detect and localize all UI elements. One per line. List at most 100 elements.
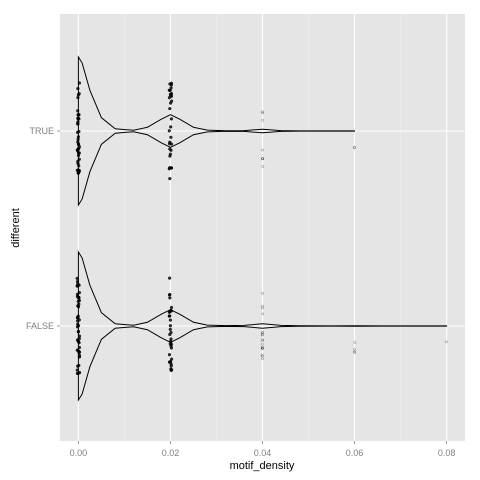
data-point [77,290,82,295]
data-point [261,338,264,342]
data-point [169,135,173,139]
data-point [260,346,264,350]
data-point [260,353,264,357]
data-point [167,293,172,297]
data-point [261,347,264,350]
data-point [167,353,172,357]
data-point [76,171,80,175]
data-point [169,337,173,341]
data-point [77,334,82,338]
data-point [75,371,80,376]
data-point [76,168,80,172]
x-axis-title: motif_density [230,460,295,472]
data-point [77,302,81,306]
data-point [169,83,174,87]
data-point [168,324,173,328]
data-point [261,304,264,308]
data-point [261,148,264,152]
data-point [75,292,80,297]
data-point [77,129,81,134]
data-point [77,363,81,368]
x-tick-label: 0.04 [254,448,272,458]
data-point [77,345,82,350]
data-point [261,333,264,336]
data-point [76,113,80,117]
data-point [261,110,264,114]
data-point [169,86,173,90]
data-point [76,86,80,91]
data-point [169,305,174,310]
violin-outline-lower [77,130,355,207]
data-point [75,325,80,329]
data-point [353,347,356,351]
data-point [167,314,171,318]
data-point [353,146,356,150]
data-point [76,116,80,120]
data-point [168,101,173,105]
y-axis-title: different [10,208,22,248]
data-point [169,117,174,121]
data-point [77,298,82,303]
data-point [77,164,81,168]
x-tick-label: 0.06 [346,448,364,458]
y-axis-ticks: TRUE FALSE [26,126,60,331]
data-point [261,357,264,361]
data-point [77,145,82,149]
data-point [167,167,171,171]
data-point [168,176,172,181]
data-point [261,291,264,295]
data-point [261,111,265,115]
data-point [260,342,264,346]
data-point [169,342,174,347]
data-point [169,308,173,313]
data-point [77,341,81,345]
y-tick-label: TRUE [30,126,55,136]
data-point [168,106,172,111]
violins [77,55,448,402]
data-point [353,145,356,149]
data-point [76,120,80,124]
data-point [260,333,264,337]
data-point [77,81,82,85]
data-point [261,330,265,334]
data-point [444,340,448,344]
data-point [77,350,81,355]
data-point [76,282,80,286]
data-point [167,129,171,133]
data-point [261,157,264,161]
data-point [76,142,81,146]
minor-gridlines [124,14,401,441]
data-point [261,339,265,342]
data-point [77,353,82,358]
data-point [76,329,81,334]
data-point [261,118,264,122]
data-point [261,354,264,358]
data-point [261,312,265,316]
data-point [77,92,81,96]
y-tick-label: FALSE [26,321,54,331]
data-point [167,360,172,364]
data-point [168,332,172,337]
data-point [169,93,173,98]
data-point [77,318,81,322]
data-point [169,125,173,129]
data-point [352,350,356,354]
data-point [167,276,172,280]
data-point [75,276,79,281]
x-axis-ticks: 0.00 0.02 0.04 0.06 0.08 [70,441,456,458]
data-point [353,341,357,344]
data-point [76,149,80,153]
data-point [168,327,172,332]
data-point [260,347,264,350]
data-point [76,95,80,100]
data-point [76,109,80,113]
data-point [260,331,264,335]
x-tick-label: 0.08 [438,448,456,458]
x-tick-label: 0.02 [162,448,180,458]
data-point [75,368,79,372]
data-point [261,165,265,168]
data-point [167,88,171,92]
data-point [168,152,173,156]
violin-outline-lower [77,325,448,402]
